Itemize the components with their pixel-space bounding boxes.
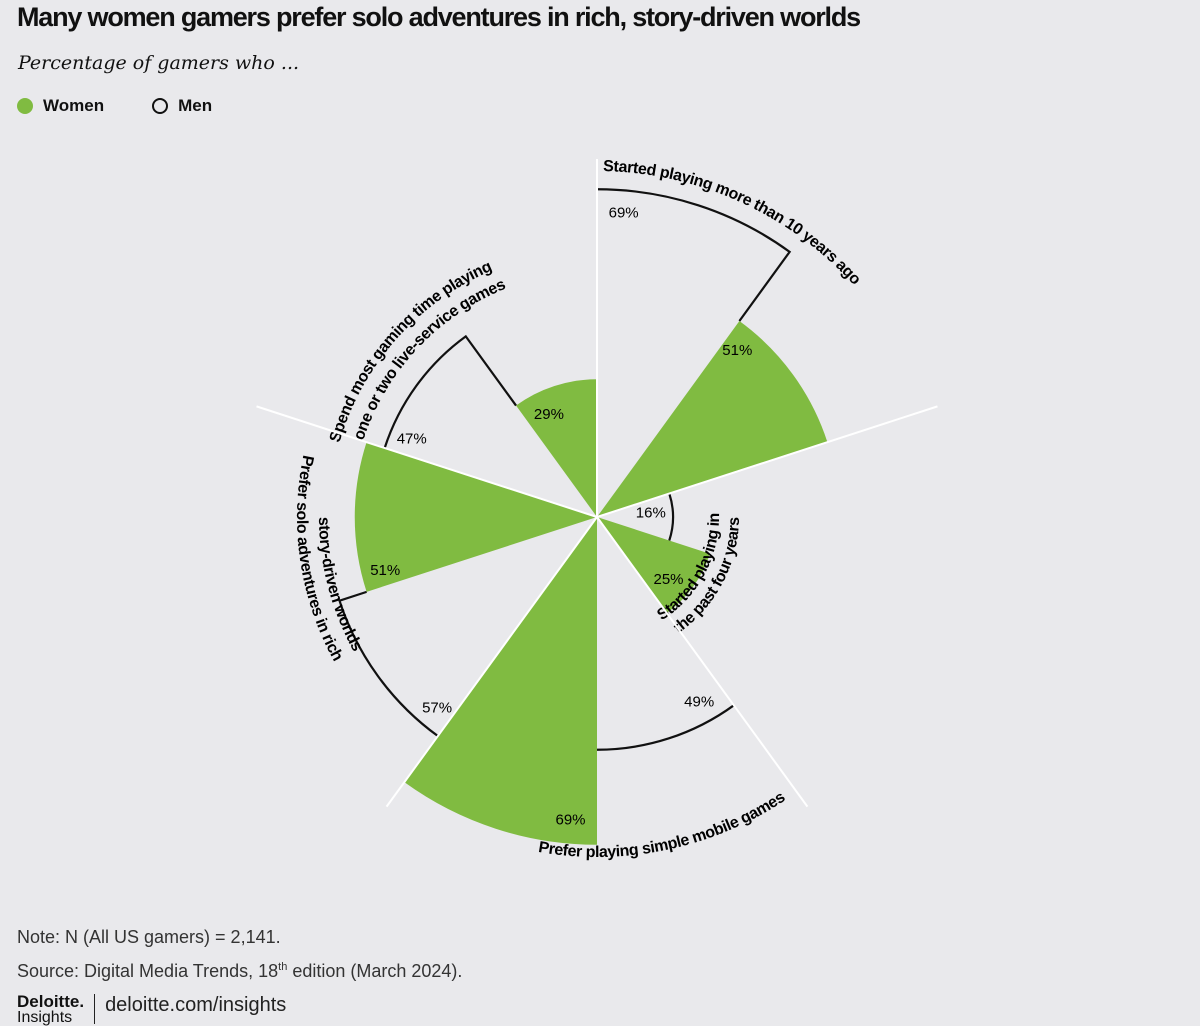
footer-divider [94,994,96,1024]
legend-item-men: Men [152,96,212,116]
source-prefix: Source: Digital Media Trends, 18 [17,961,279,981]
men-outline [596,704,735,751]
women-wedge [354,442,597,592]
footer: Deloitte. Insights deloitte.com/insights [17,992,287,1026]
category-group: 49%69%Prefer playing simple mobile games [404,517,789,861]
women-wedge [597,517,710,614]
source-suffix: edition (March 2024). [287,961,463,981]
women-value-label: 51% [722,342,752,359]
women-wedge [404,517,597,845]
sector-divider [256,405,598,518]
legend-label-men: Men [178,96,213,115]
women-wedge [597,321,828,517]
men-value-label: 57% [422,700,452,717]
category-label: Started playing more than 10 years ago [603,158,864,289]
men-value-label: 49% [684,693,714,710]
source-sup: th [278,961,288,973]
logo-text: Deloitte. [17,992,85,1011]
legend-swatch-men [152,98,169,114]
sector-divider [385,516,598,808]
chart-title: Many women gamers prefer solo adventures… [17,2,861,32]
men-outline [338,590,439,737]
legend-item-women: Women [17,96,104,116]
women-value-label: 29% [534,406,564,423]
sector-divider [596,516,809,808]
legend-label-women: Women [43,96,105,115]
women-value-label: 25% [653,571,683,588]
footer-url[interactable]: deloitte.com/insights [105,994,287,1016]
men-value-label: 47% [397,430,427,447]
source-text: Source: Digital Media Trends, 18th editi… [17,952,462,986]
men-outline [596,188,792,322]
men-outline [383,334,517,449]
women-value-label: 69% [556,812,586,829]
category-group: 16%25%Started playing inthe past four ye… [597,493,743,637]
legend-swatch-women [17,98,33,114]
sector-divider [596,405,938,518]
chart-subtitle: Percentage of gamers who ... [18,52,300,74]
legend: Women Men [17,96,260,116]
men-outline [668,493,675,541]
logo-sub: Insights [17,1009,73,1026]
women-value-label: 51% [370,562,400,579]
notes: Note: N (All US gamers) = 2,141. Source:… [17,922,462,986]
women-wedge [516,379,597,517]
men-value-label: 69% [609,204,639,221]
men-value-label: 16% [636,504,666,521]
note-text: Note: N (All US gamers) = 2,141. [17,927,281,947]
deloitte-logo: Deloitte. Insights [17,992,85,1026]
